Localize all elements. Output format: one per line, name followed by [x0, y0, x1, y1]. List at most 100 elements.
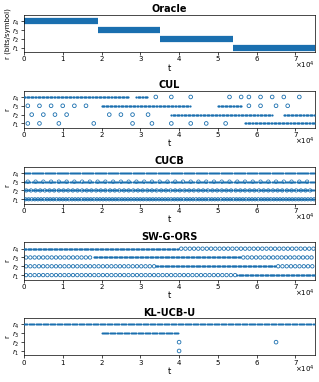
- Y-axis label: r: r: [5, 259, 11, 262]
- Point: [130, 120, 135, 126]
- Point: [219, 112, 224, 118]
- Point: [193, 170, 198, 176]
- Point: [196, 178, 201, 185]
- Point: [201, 170, 206, 176]
- Point: [308, 188, 313, 194]
- Point: [206, 321, 211, 327]
- Point: [56, 321, 61, 327]
- Point: [219, 196, 224, 202]
- Point: [114, 196, 119, 202]
- Point: [158, 330, 163, 337]
- Point: [154, 188, 159, 194]
- Point: [141, 178, 146, 185]
- Point: [60, 196, 65, 202]
- X-axis label: t: t: [168, 63, 171, 73]
- Point: [300, 272, 306, 278]
- Point: [102, 321, 107, 327]
- Point: [297, 94, 302, 100]
- Point: [154, 254, 160, 261]
- Point: [70, 196, 75, 202]
- Point: [54, 178, 59, 185]
- Point: [272, 188, 277, 194]
- Point: [48, 196, 54, 202]
- Point: [270, 272, 275, 278]
- Point: [256, 188, 261, 194]
- Point: [28, 254, 33, 261]
- Point: [246, 103, 251, 109]
- Point: [152, 321, 157, 327]
- Point: [282, 170, 287, 176]
- Point: [177, 321, 182, 327]
- Point: [175, 188, 181, 194]
- Point: [175, 263, 181, 269]
- Point: [247, 120, 252, 126]
- Point: [113, 321, 118, 327]
- Point: [152, 178, 157, 185]
- Point: [159, 196, 164, 202]
- Point: [130, 272, 135, 278]
- Point: [118, 178, 123, 185]
- Point: [271, 196, 276, 202]
- Point: [99, 330, 104, 337]
- Point: [108, 330, 113, 337]
- Point: [93, 321, 98, 327]
- Point: [69, 321, 74, 327]
- Point: [113, 178, 118, 185]
- Point: [43, 188, 48, 194]
- Point: [220, 196, 225, 202]
- Point: [120, 188, 125, 194]
- Point: [117, 263, 122, 269]
- Point: [168, 170, 173, 176]
- Point: [91, 178, 96, 185]
- Point: [216, 188, 221, 194]
- Point: [26, 94, 31, 100]
- Point: [67, 246, 72, 252]
- Point: [138, 246, 143, 252]
- Point: [243, 170, 248, 176]
- Point: [148, 196, 153, 202]
- Point: [207, 254, 212, 261]
- Point: [152, 272, 157, 278]
- Point: [97, 246, 102, 252]
- Point: [81, 188, 86, 194]
- Point: [133, 170, 138, 176]
- Point: [50, 321, 56, 327]
- Point: [79, 178, 84, 185]
- Point: [122, 178, 128, 185]
- Point: [226, 170, 232, 176]
- Point: [61, 188, 66, 194]
- Point: [176, 348, 182, 354]
- Point: [60, 321, 65, 327]
- Point: [289, 272, 294, 278]
- Point: [270, 94, 275, 100]
- Point: [233, 272, 238, 278]
- Point: [25, 246, 30, 252]
- Point: [276, 188, 281, 194]
- Point: [120, 321, 125, 327]
- Point: [106, 330, 111, 337]
- Point: [34, 170, 40, 176]
- Point: [263, 188, 269, 194]
- Point: [122, 321, 127, 327]
- Point: [191, 196, 196, 202]
- Point: [100, 263, 105, 269]
- Point: [51, 246, 56, 252]
- Point: [31, 178, 36, 185]
- Point: [100, 178, 105, 185]
- Point: [110, 170, 115, 176]
- Point: [30, 94, 35, 100]
- Point: [171, 263, 176, 269]
- Point: [148, 330, 153, 337]
- Point: [31, 321, 36, 327]
- Point: [76, 196, 81, 202]
- Point: [167, 321, 172, 327]
- Point: [103, 178, 108, 185]
- Point: [293, 196, 298, 202]
- Point: [111, 330, 116, 337]
- Point: [228, 178, 233, 185]
- Point: [309, 321, 314, 327]
- Point: [91, 196, 96, 202]
- Point: [189, 263, 194, 269]
- Point: [210, 170, 215, 176]
- Point: [256, 112, 261, 118]
